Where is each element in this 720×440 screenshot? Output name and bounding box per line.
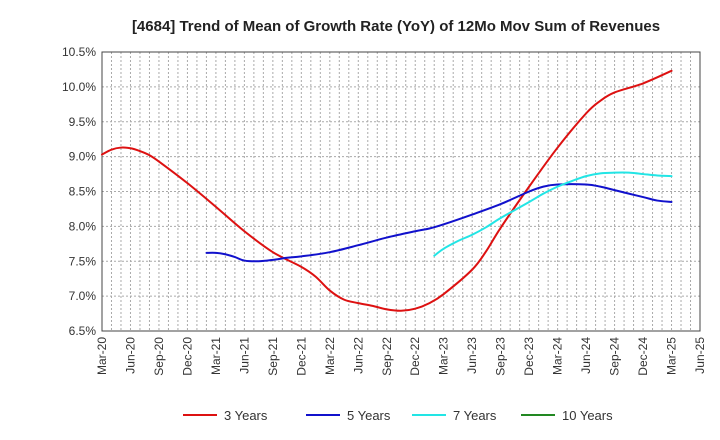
legend-label-7-years: 7 Years — [453, 408, 497, 423]
x-tick-label: Sep-24 — [608, 337, 622, 376]
x-tick-label: Mar-20 — [95, 337, 109, 375]
x-tick-label: Dec-20 — [180, 337, 194, 376]
series-lines — [101, 69, 673, 312]
plot-border — [101, 51, 701, 332]
x-tick-label: Sep-22 — [380, 337, 394, 376]
x-tick-label: Dec-22 — [408, 337, 422, 376]
x-tick-label: Dec-24 — [636, 337, 650, 376]
x-tick-label: Jun-25 — [693, 337, 707, 374]
x-tick-label: Sep-23 — [494, 337, 508, 376]
series-line-7-years — [433, 171, 673, 257]
x-axis: Mar-20 Jun-20 Sep-20 Dec-20 Mar-21 Jun-21 Sep-… — [95, 337, 707, 376]
x-tick-label: Jun-20 — [123, 337, 137, 374]
x-tick-label: Jun-21 — [237, 337, 251, 374]
y-tick-label: 10.0% — [62, 80, 96, 94]
legend-label-5-years: 5 Years — [347, 408, 391, 423]
y-tick-label: 10.5% — [62, 45, 96, 59]
chart-title: [4684] Trend of Mean of Growth Rate (YoY… — [132, 18, 660, 35]
y-tick-label: 7.5% — [69, 254, 97, 268]
x-tick-label: Mar-21 — [209, 337, 223, 375]
x-tick-label: Jun-24 — [579, 337, 593, 374]
x-tick-label: Dec-21 — [294, 337, 308, 376]
gridlines — [101, 51, 701, 332]
legend-label-3-years: 3 Years — [224, 408, 268, 423]
x-tick-label: Mar-24 — [551, 337, 565, 375]
x-tick-label: Mar-25 — [665, 337, 679, 375]
y-axis: 6.5% 7.0% 7.5% 8.0% 8.5% 9.0% 9.5% 10.0% 10.5% — [62, 45, 96, 338]
x-tick-label: Jun-23 — [465, 337, 479, 374]
x-tick-label: Jun-22 — [351, 337, 365, 374]
x-tick-label: Mar-23 — [437, 337, 451, 375]
y-tick-label: 8.5% — [69, 185, 97, 199]
x-tick-label: Sep-20 — [152, 337, 166, 376]
y-tick-label: 9.0% — [69, 150, 97, 164]
legend: 3 Years 5 Years 7 Years 10 Years — [183, 408, 613, 423]
y-tick-label: 8.0% — [69, 219, 97, 233]
legend-label-10-years: 10 Years — [562, 408, 613, 423]
y-tick-label: 6.5% — [69, 324, 97, 338]
y-tick-label: 9.5% — [69, 115, 97, 129]
series-line-3-years — [101, 69, 673, 312]
x-tick-label: Dec-23 — [522, 337, 536, 376]
series-line-5-years — [205, 183, 673, 263]
x-tick-label: Sep-21 — [266, 337, 280, 376]
plot-area — [102, 52, 700, 331]
y-tick-label: 7.0% — [69, 289, 97, 303]
x-tick-label: Mar-22 — [323, 337, 337, 375]
